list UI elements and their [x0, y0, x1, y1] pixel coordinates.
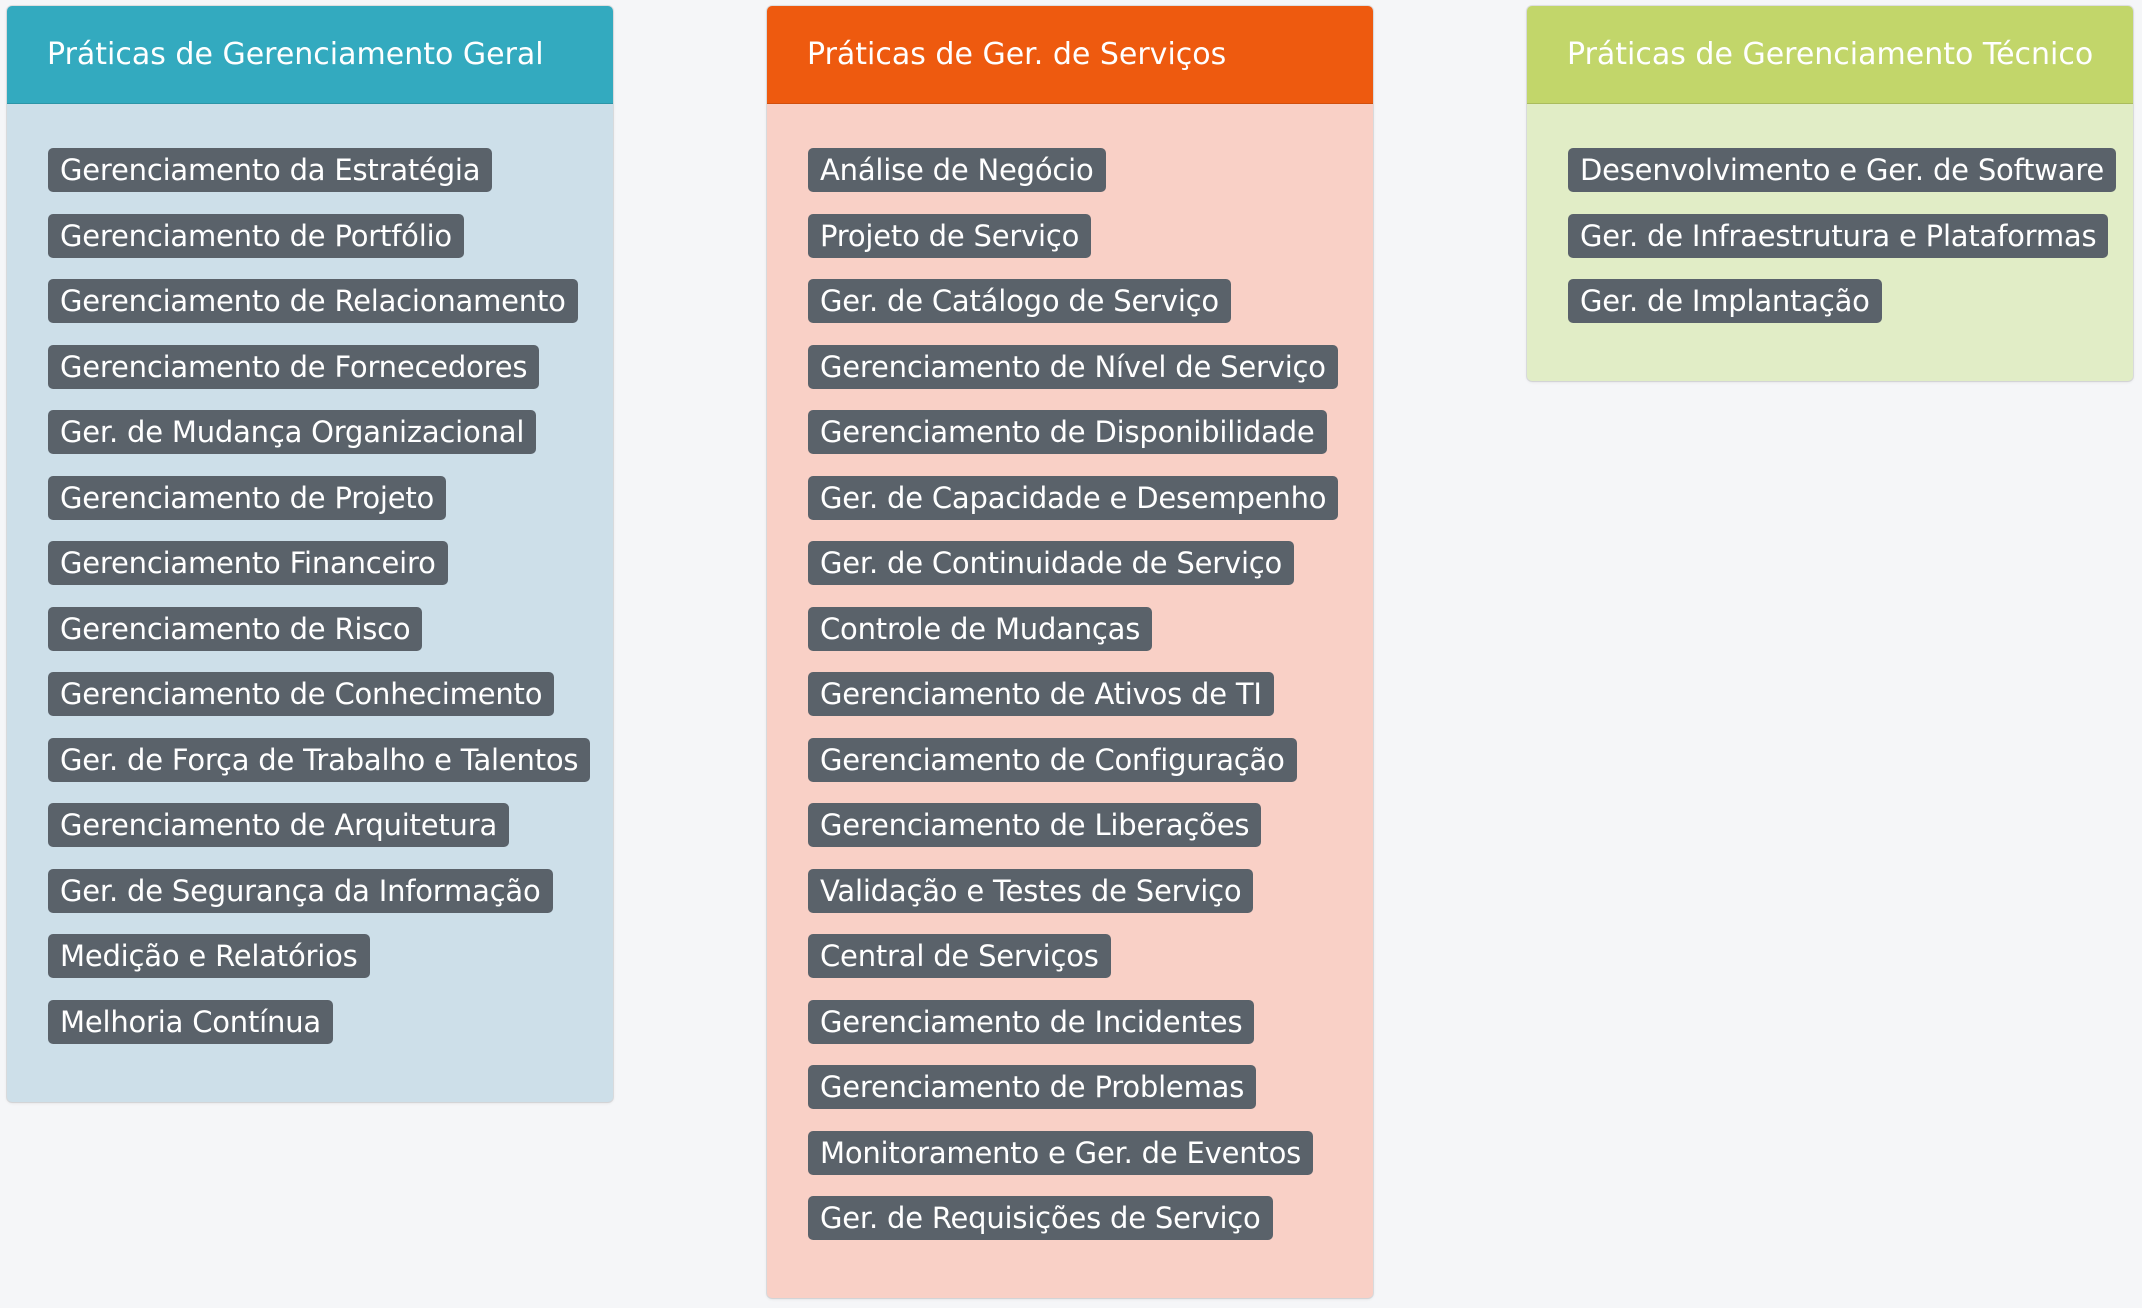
list-item: Melhoria Contínua	[48, 999, 613, 1066]
practice-tag: Monitoramento e Ger. de Eventos	[808, 1130, 1314, 1175]
column-title: Práticas de Gerenciamento Geral	[47, 37, 544, 72]
list-item: Gerenciamento de Arquitetura	[48, 803, 613, 869]
list-item: Gerenciamento de Liberações	[808, 803, 1373, 869]
list-item: Análise de Negócio	[808, 148, 1373, 214]
practice-tag: Gerenciamento de Arquitetura	[48, 803, 510, 847]
practice-tag: Gerenciamento de Relacionamento	[48, 279, 578, 323]
practice-tag: Gerenciamento de Liberações	[808, 803, 1262, 847]
list-item: Validação e Testes de Serviço	[808, 868, 1373, 935]
practice-tag: Gerenciamento de Risco	[48, 606, 423, 651]
practice-list: Desenvolvimento e Ger. de Software Ger. d…	[1568, 148, 2133, 345]
practice-tag: Ger. de Infraestrutura e Plataformas	[1568, 213, 2109, 258]
list-item: Ger. de Continuidade de Serviço	[808, 541, 1373, 607]
practice-tag: Análise de Negócio	[808, 148, 1106, 192]
column-title: Práticas de Gerenciamento Técnico	[1567, 37, 2094, 72]
practice-tag: Gerenciamento de Fornecedores	[48, 344, 540, 389]
practice-tag: Validação e Testes de Serviço	[808, 868, 1254, 913]
practice-tag: Gerenciamento de Conhecimento	[48, 672, 555, 716]
list-item: Gerenciamento de Relacionamento	[48, 279, 613, 345]
practice-tag: Gerenciamento de Projeto	[48, 475, 447, 520]
list-item: Gerenciamento da Estratégia	[48, 148, 613, 214]
list-item: Ger. de Mudança Organizacional	[48, 410, 613, 476]
list-item: Gerenciamento de Problemas	[808, 1065, 1373, 1131]
list-item: Monitoramento e Ger. de Eventos	[808, 1130, 1373, 1197]
practice-tag: Controle de Mudanças	[808, 606, 1153, 651]
practice-tag: Ger. de Capacidade e Desempenho	[808, 475, 1339, 520]
practice-tag: Ger. de Implantação	[1568, 279, 1882, 323]
practice-tag: Desenvolvimento e Ger. de Software	[1568, 148, 2117, 192]
list-item: Ger. de Infraestrutura e Plataformas	[1568, 213, 2133, 280]
practice-tag: Ger. de Requisições de Serviço	[808, 1196, 1273, 1240]
practice-tag: Gerenciamento de Configuração	[808, 737, 1297, 782]
list-item: Gerenciamento de Configuração	[808, 737, 1373, 804]
practice-tag: Gerenciamento de Problemas	[808, 1065, 1257, 1109]
practice-tag: Projeto de Serviço	[808, 213, 1092, 258]
list-item: Ger. de Capacidade e Desempenho	[808, 475, 1373, 542]
list-item: Ger. de Segurança da Informação	[48, 868, 613, 935]
list-item: Gerenciamento de Portfólio	[48, 213, 613, 280]
list-item: Projeto de Serviço	[808, 213, 1373, 280]
list-item: Desenvolvimento e Ger. de Software	[1568, 148, 2133, 214]
practice-tag: Gerenciamento de Nível de Serviço	[808, 344, 1338, 389]
practice-tag: Gerenciamento Financeiro	[48, 541, 448, 585]
practice-tag: Gerenciamento de Ativos de TI	[808, 672, 1274, 716]
practice-tag: Gerenciamento de Incidentes	[808, 999, 1255, 1044]
practice-tag: Ger. de Mudança Organizacional	[48, 410, 537, 454]
column-body: Análise de Negócio Projeto de Serviço Ger.…	[767, 104, 1373, 1262]
practice-tag: Gerenciamento de Portfólio	[48, 213, 464, 258]
list-item: Medição e Relatórios	[48, 934, 613, 1000]
column-service-management: Práticas de Ger. de Serviços Análise de …	[767, 6, 1373, 1298]
list-item: Gerenciamento de Nível de Serviço	[808, 344, 1373, 411]
column-header: Práticas de Gerenciamento Geral	[7, 6, 613, 104]
list-item: Gerenciamento de Conhecimento	[48, 672, 613, 738]
practice-tag: Gerenciamento da Estratégia	[48, 148, 493, 192]
practice-tag: Ger. de Força de Trabalho e Talentos	[48, 737, 591, 782]
practice-list: Análise de Negócio Projeto de Serviço Ger.…	[808, 148, 1373, 1262]
practice-tag: Ger. de Continuidade de Serviço	[808, 541, 1295, 585]
list-item: Central de Serviços	[808, 934, 1373, 1000]
list-item: Ger. de Requisições de Serviço	[808, 1196, 1373, 1262]
list-item: Gerenciamento de Ativos de TI	[808, 672, 1373, 738]
practice-tag: Medição e Relatórios	[48, 934, 370, 978]
list-item: Gerenciamento de Projeto	[48, 475, 613, 542]
practice-tag: Ger. de Segurança da Informação	[48, 868, 553, 913]
column-general-management: Práticas de Gerenciamento Geral Gerencia…	[7, 6, 613, 1102]
list-item: Gerenciamento de Risco	[48, 606, 613, 673]
list-item: Ger. de Força de Trabalho e Talentos	[48, 737, 613, 804]
column-title: Práticas de Ger. de Serviços	[807, 37, 1227, 72]
list-item: Gerenciamento de Disponibilidade	[808, 410, 1373, 476]
list-item: Ger. de Catálogo de Serviço	[808, 279, 1373, 345]
column-header: Práticas de Gerenciamento Técnico	[1527, 6, 2133, 104]
column-header: Práticas de Ger. de Serviços	[767, 6, 1373, 104]
list-item: Gerenciamento Financeiro	[48, 541, 613, 607]
practice-tag: Central de Serviços	[808, 934, 1111, 978]
practice-tag: Gerenciamento de Disponibilidade	[808, 410, 1327, 454]
list-item: Controle de Mudanças	[808, 606, 1373, 673]
column-body: Desenvolvimento e Ger. de Software Ger. d…	[1527, 104, 2133, 345]
list-item: Ger. de Implantação	[1568, 279, 2133, 345]
column-technical-management: Práticas de Gerenciamento Técnico Desenv…	[1527, 6, 2133, 381]
list-item: Gerenciamento de Incidentes	[808, 999, 1373, 1066]
practice-tag: Melhoria Contínua	[48, 999, 333, 1044]
practice-list: Gerenciamento da Estratégia Gerenciamento…	[48, 148, 613, 1065]
list-item: Gerenciamento de Fornecedores	[48, 344, 613, 411]
column-body: Gerenciamento da Estratégia Gerenciamento…	[7, 104, 613, 1065]
practice-tag: Ger. de Catálogo de Serviço	[808, 279, 1231, 323]
